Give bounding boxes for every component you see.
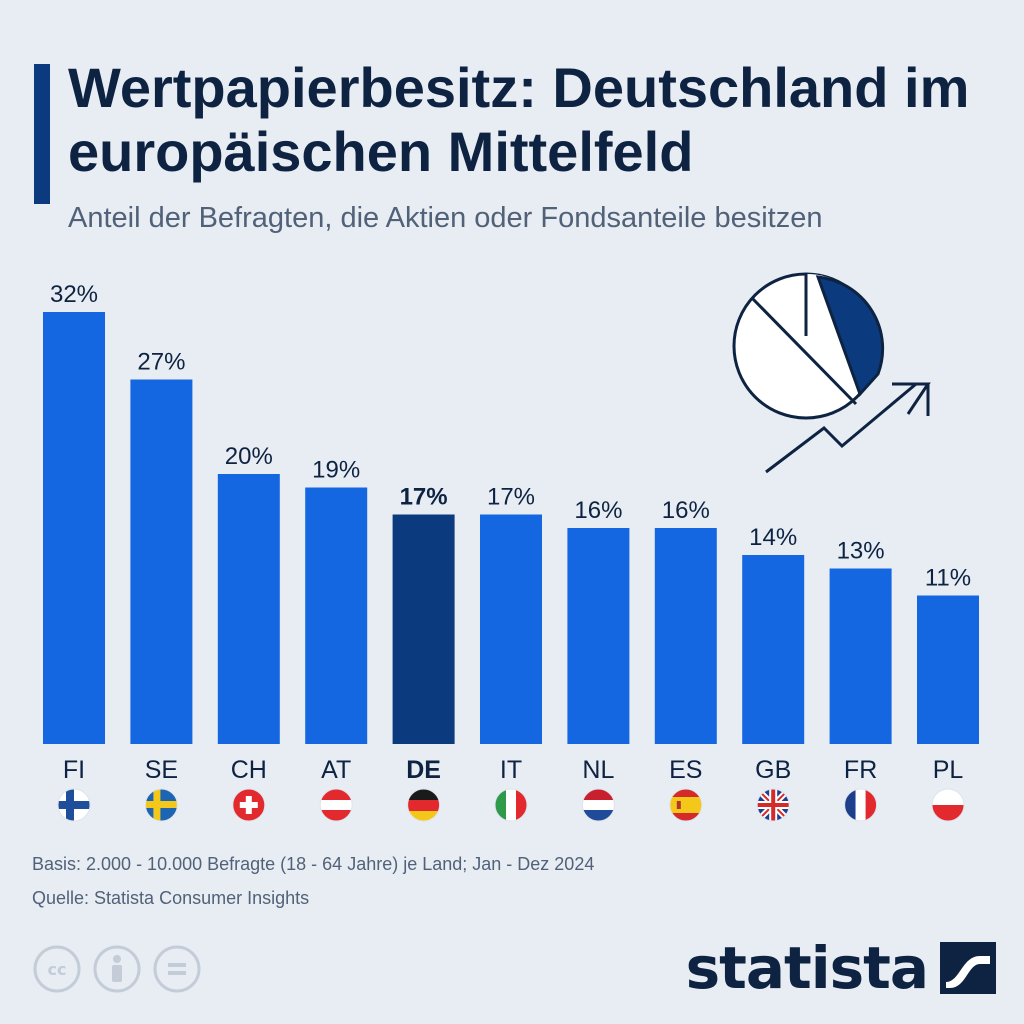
bar-at xyxy=(305,487,368,744)
bar-ch xyxy=(217,474,280,744)
bar-gb xyxy=(742,555,805,744)
cc-icon[interactable]: cc xyxy=(32,944,82,994)
category-label: FI xyxy=(63,756,85,784)
flag-france-icon xyxy=(844,788,878,822)
no-derivatives-icon[interactable] xyxy=(152,944,202,994)
category-label: AT xyxy=(321,756,351,784)
bar-es xyxy=(654,528,717,744)
bar-pl xyxy=(917,595,979,744)
title-accent-bar xyxy=(34,64,50,204)
value-label: 11% xyxy=(925,565,971,592)
category-label: DE xyxy=(406,756,441,784)
bar-chart: 32% FI 27% SE 20% CH 19% AT 17% DE 17% IT 16% NL 16% ES… xyxy=(43,272,979,822)
flag-sweden-icon xyxy=(144,788,178,822)
flag-poland-icon xyxy=(931,788,965,822)
bars-layer: 32% FI 27% SE 20% CH 19% AT 17% DE 17% IT 16% NL 16% ES… xyxy=(43,281,979,822)
flag-netherlands-icon xyxy=(581,788,615,822)
value-label: 14% xyxy=(749,524,797,551)
flag-finland-icon xyxy=(57,788,91,822)
flag-austria-icon xyxy=(319,788,353,822)
value-label: 32% xyxy=(50,281,98,308)
flag-united-kingdom-icon xyxy=(756,788,790,822)
category-label: SE xyxy=(145,756,178,784)
chart-subtitle: Anteil der Befragten, die Aktien oder Fo… xyxy=(68,202,823,234)
value-label: 16% xyxy=(662,497,710,524)
value-label: 19% xyxy=(312,457,360,484)
flag-spain-icon xyxy=(669,788,703,822)
bar-it xyxy=(480,514,542,744)
value-label: 27% xyxy=(137,349,185,376)
category-label: IT xyxy=(500,756,522,784)
flag-italy-icon xyxy=(494,788,528,822)
category-label: PL xyxy=(933,756,964,784)
value-label: 20% xyxy=(225,443,273,470)
flag-switzerland-icon xyxy=(232,788,266,822)
bar-nl xyxy=(567,528,630,744)
flag-germany-icon xyxy=(407,788,441,822)
pie-growth-icon xyxy=(732,272,931,474)
source-note: Quelle: Statista Consumer Insights xyxy=(32,888,310,908)
category-label: FR xyxy=(844,756,877,784)
basis-note: Basis: 2.000 - 10.000 Befragte (18 - 64 … xyxy=(32,854,595,874)
category-label: GB xyxy=(755,756,791,784)
category-label: ES xyxy=(669,756,702,784)
value-label: 17% xyxy=(400,484,448,511)
category-label: NL xyxy=(582,756,614,784)
attribution-icon[interactable] xyxy=(92,944,142,994)
value-label: 13% xyxy=(837,538,885,565)
statista-mark-icon xyxy=(940,942,996,994)
license-icons: cc xyxy=(32,944,202,994)
bar-fr xyxy=(829,568,892,744)
category-label: CH xyxy=(231,756,267,784)
statista-logo[interactable]: statista xyxy=(686,936,996,1000)
bar-fi xyxy=(43,312,105,744)
svg-text:cc: cc xyxy=(48,960,67,979)
value-label: 17% xyxy=(487,484,535,511)
bar-de xyxy=(392,514,455,744)
brand-name: statista xyxy=(685,934,929,1002)
value-label: 16% xyxy=(574,497,622,524)
chart-title: Wertpapierbesitz: Deutschland im europäi… xyxy=(68,56,970,183)
bar-se xyxy=(130,379,193,744)
